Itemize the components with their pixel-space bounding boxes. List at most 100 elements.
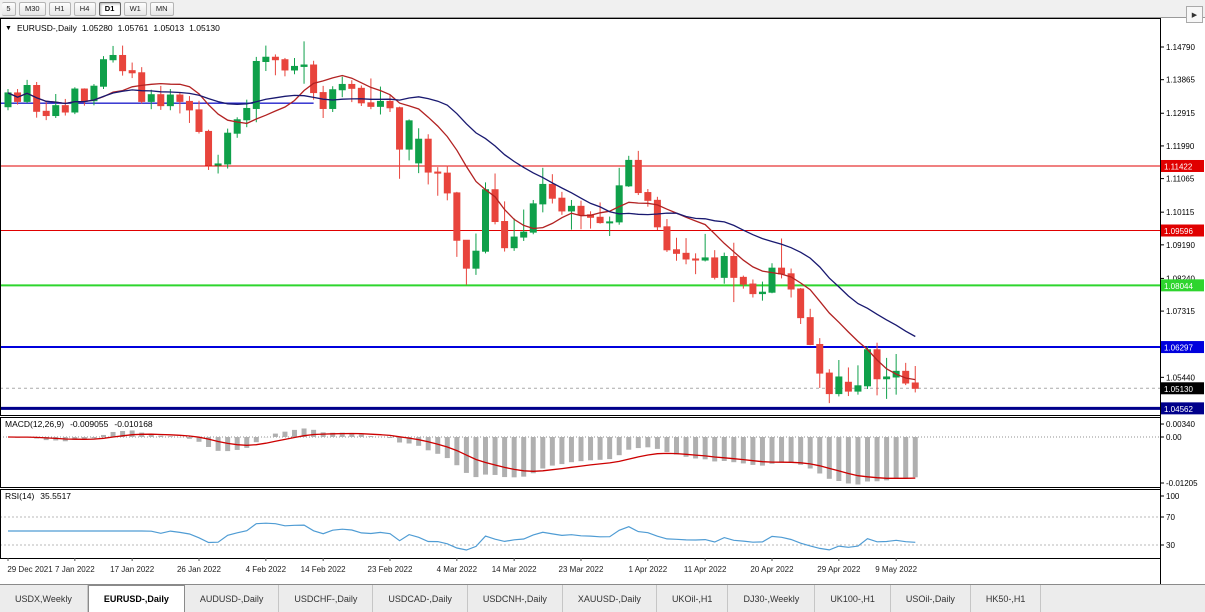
timeframe-button-mn[interactable]: MN bbox=[149, 1, 174, 16]
rsi-axis-tick: 30 bbox=[1166, 541, 1175, 550]
candle-body bbox=[252, 60, 260, 109]
candle-body bbox=[214, 163, 222, 166]
chart-ohlc-header: ▼ EURUSD-,Daily 1.05280 1.05761 1.05013 … bbox=[5, 23, 220, 33]
candle-body bbox=[386, 100, 394, 109]
rsi-value: 35.5517 bbox=[40, 491, 72, 501]
candle-body bbox=[348, 83, 356, 89]
chart-tab-usdx-weekly[interactable]: USDX,Weekly bbox=[0, 585, 88, 612]
timeframe-button-w1[interactable]: W1 bbox=[123, 1, 147, 16]
candle-body bbox=[491, 189, 499, 223]
candle-body bbox=[529, 203, 537, 233]
price-axis-tick: 1.07315 bbox=[1166, 307, 1195, 316]
ohlc-high: 1.05761 bbox=[117, 23, 149, 33]
candle-body bbox=[644, 192, 652, 201]
timeframe-toolbar: 5 M30 H1 H4 D1 W1 MN bbox=[0, 0, 1205, 18]
ohlc-low: 1.05013 bbox=[153, 23, 185, 33]
candle-body bbox=[510, 236, 518, 249]
tab-scroll-right-icon[interactable]: ▶ bbox=[1186, 6, 1203, 23]
candle-body bbox=[778, 267, 786, 275]
chart-tab-usdcad-daily[interactable]: USDCAD-,Daily bbox=[373, 585, 468, 612]
date-axis-label: 20 Apr 2022 bbox=[750, 565, 794, 574]
candle-body bbox=[376, 100, 384, 107]
timeframe-button-5[interactable]: 5 bbox=[2, 1, 16, 16]
candle-body bbox=[482, 189, 489, 252]
candle-body bbox=[634, 159, 642, 194]
candle-body bbox=[300, 64, 308, 67]
candle-body bbox=[606, 221, 614, 224]
candle-body bbox=[539, 183, 547, 205]
candle-body bbox=[109, 54, 117, 61]
chart-tab-eurusd-daily[interactable]: EURUSD-,Daily bbox=[87, 585, 185, 612]
price-tag-label: 1.05130 bbox=[1164, 385, 1193, 394]
price-axis-tick: 1.12915 bbox=[1166, 109, 1195, 118]
date-axis-label: 9 May 2022 bbox=[875, 565, 917, 574]
timeframe-button-h1[interactable]: H1 bbox=[48, 1, 71, 16]
ohlc-close: 1.05130 bbox=[189, 23, 220, 33]
rsi-axis-tick: 100 bbox=[1166, 492, 1180, 501]
candle-body bbox=[243, 107, 251, 121]
candle-body bbox=[835, 376, 843, 395]
macd-signal-line bbox=[7, 432, 916, 479]
date-axis-label: 23 Feb 2022 bbox=[368, 565, 413, 574]
candle-body bbox=[873, 349, 881, 380]
chart-tab-xauusd-daily[interactable]: XAUUSD-,Daily bbox=[562, 585, 657, 612]
candle-body bbox=[185, 100, 193, 111]
candle-body bbox=[768, 267, 776, 293]
date-axis-label: 7 Jan 2022 bbox=[55, 565, 95, 574]
chart-tab-usdchf-daily[interactable]: USDCHF-,Daily bbox=[279, 585, 374, 612]
date-axis-label: 1 Apr 2022 bbox=[628, 565, 667, 574]
price-tag bbox=[1161, 382, 1204, 395]
candle-body bbox=[61, 105, 69, 113]
timeframe-button-h4[interactable]: H4 bbox=[73, 1, 96, 16]
candle-body bbox=[625, 159, 633, 187]
date-axis-label: 14 Feb 2022 bbox=[301, 565, 346, 574]
candle-body bbox=[615, 185, 623, 223]
candle-body bbox=[739, 276, 747, 285]
candle-body bbox=[405, 120, 413, 150]
candle-body bbox=[329, 89, 337, 109]
candle-body bbox=[673, 249, 680, 254]
candle-body bbox=[233, 119, 241, 134]
candle-body bbox=[176, 94, 184, 102]
candle-body bbox=[166, 94, 174, 107]
candle-body bbox=[749, 283, 757, 295]
candle-body bbox=[501, 221, 509, 249]
candle-body bbox=[701, 257, 709, 261]
candle-body bbox=[100, 59, 107, 87]
date-axis-label: 29 Apr 2022 bbox=[817, 565, 861, 574]
candle-body bbox=[138, 72, 146, 102]
chart-tab-ukoil-h1[interactable]: UKOil-,H1 bbox=[656, 585, 729, 612]
candle-body bbox=[291, 65, 298, 71]
candle-body bbox=[157, 94, 165, 107]
price-axis-tick: 1.10115 bbox=[1166, 208, 1195, 217]
price-tag-label: 1.09596 bbox=[1164, 227, 1193, 236]
price-tag-label: 1.06297 bbox=[1164, 344, 1193, 353]
ma-fast-line bbox=[7, 74, 916, 381]
candle-body bbox=[271, 56, 279, 61]
candle-body bbox=[128, 70, 136, 74]
macd-axis-tick: 0.00 bbox=[1166, 433, 1182, 442]
candle-body bbox=[462, 239, 470, 269]
candle-body bbox=[720, 256, 728, 278]
chart-tab-hk50-h1[interactable]: HK50-,H1 bbox=[970, 585, 1042, 612]
price-tag bbox=[1161, 402, 1204, 415]
candle-body bbox=[844, 381, 852, 392]
candle-body bbox=[520, 231, 528, 238]
chart-tab-usoil-daily[interactable]: USOil-,Daily bbox=[890, 585, 971, 612]
candle-body bbox=[453, 192, 461, 241]
chart-tab-audusd-daily[interactable]: AUDUSD-,Daily bbox=[184, 585, 280, 612]
date-axis-label: 4 Mar 2022 bbox=[437, 565, 478, 574]
chart-dropdown-icon[interactable]: ▼ bbox=[5, 24, 12, 32]
chart-tab-uk100-h1[interactable]: UK100-,H1 bbox=[815, 585, 891, 612]
price-tag bbox=[1161, 341, 1204, 354]
timeframe-button-m30[interactable]: M30 bbox=[19, 1, 46, 16]
chart-tab-dj30-weekly[interactable]: DJ30-,Weekly bbox=[728, 585, 816, 612]
date-axis-label: 4 Feb 2022 bbox=[246, 565, 287, 574]
date-axis-label: 11 Apr 2022 bbox=[684, 565, 727, 574]
candle-body bbox=[52, 105, 60, 117]
timeframe-button-d1[interactable]: D1 bbox=[98, 1, 121, 16]
chart-tab-usdcnh-daily[interactable]: USDCNH-,Daily bbox=[467, 585, 563, 612]
candle-body bbox=[692, 258, 700, 261]
